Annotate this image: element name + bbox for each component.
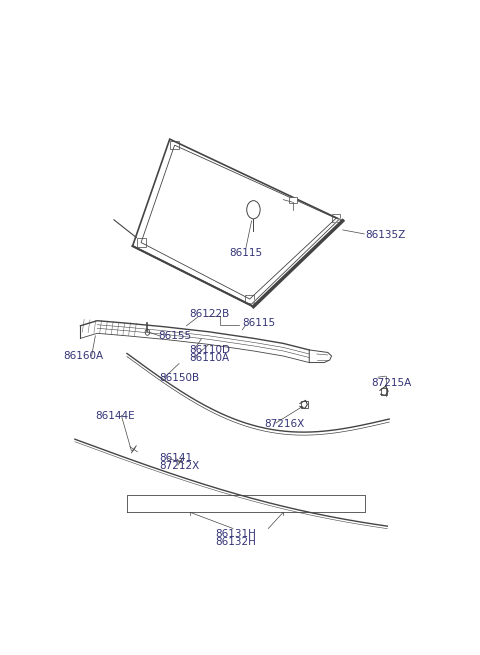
- Text: 86144E: 86144E: [96, 411, 135, 421]
- Bar: [381, 388, 387, 396]
- Text: 86115: 86115: [229, 248, 263, 257]
- Text: 86135Z: 86135Z: [365, 230, 405, 240]
- Text: 87216X: 87216X: [264, 419, 304, 429]
- Text: 86155: 86155: [158, 331, 192, 341]
- Text: 86132H: 86132H: [216, 536, 256, 546]
- Text: 86160A: 86160A: [63, 351, 103, 361]
- Text: 87215A: 87215A: [372, 378, 412, 388]
- Text: 86131H: 86131H: [216, 529, 256, 538]
- Bar: [301, 402, 308, 409]
- Text: 86150B: 86150B: [160, 373, 200, 383]
- Text: 86141: 86141: [160, 453, 193, 463]
- Text: 86115: 86115: [242, 318, 276, 328]
- Text: 86110D: 86110D: [190, 345, 230, 355]
- Bar: [289, 197, 297, 203]
- Text: 86110A: 86110A: [190, 353, 229, 363]
- Text: 87212X: 87212X: [160, 461, 200, 472]
- Text: 86122B: 86122B: [190, 309, 230, 319]
